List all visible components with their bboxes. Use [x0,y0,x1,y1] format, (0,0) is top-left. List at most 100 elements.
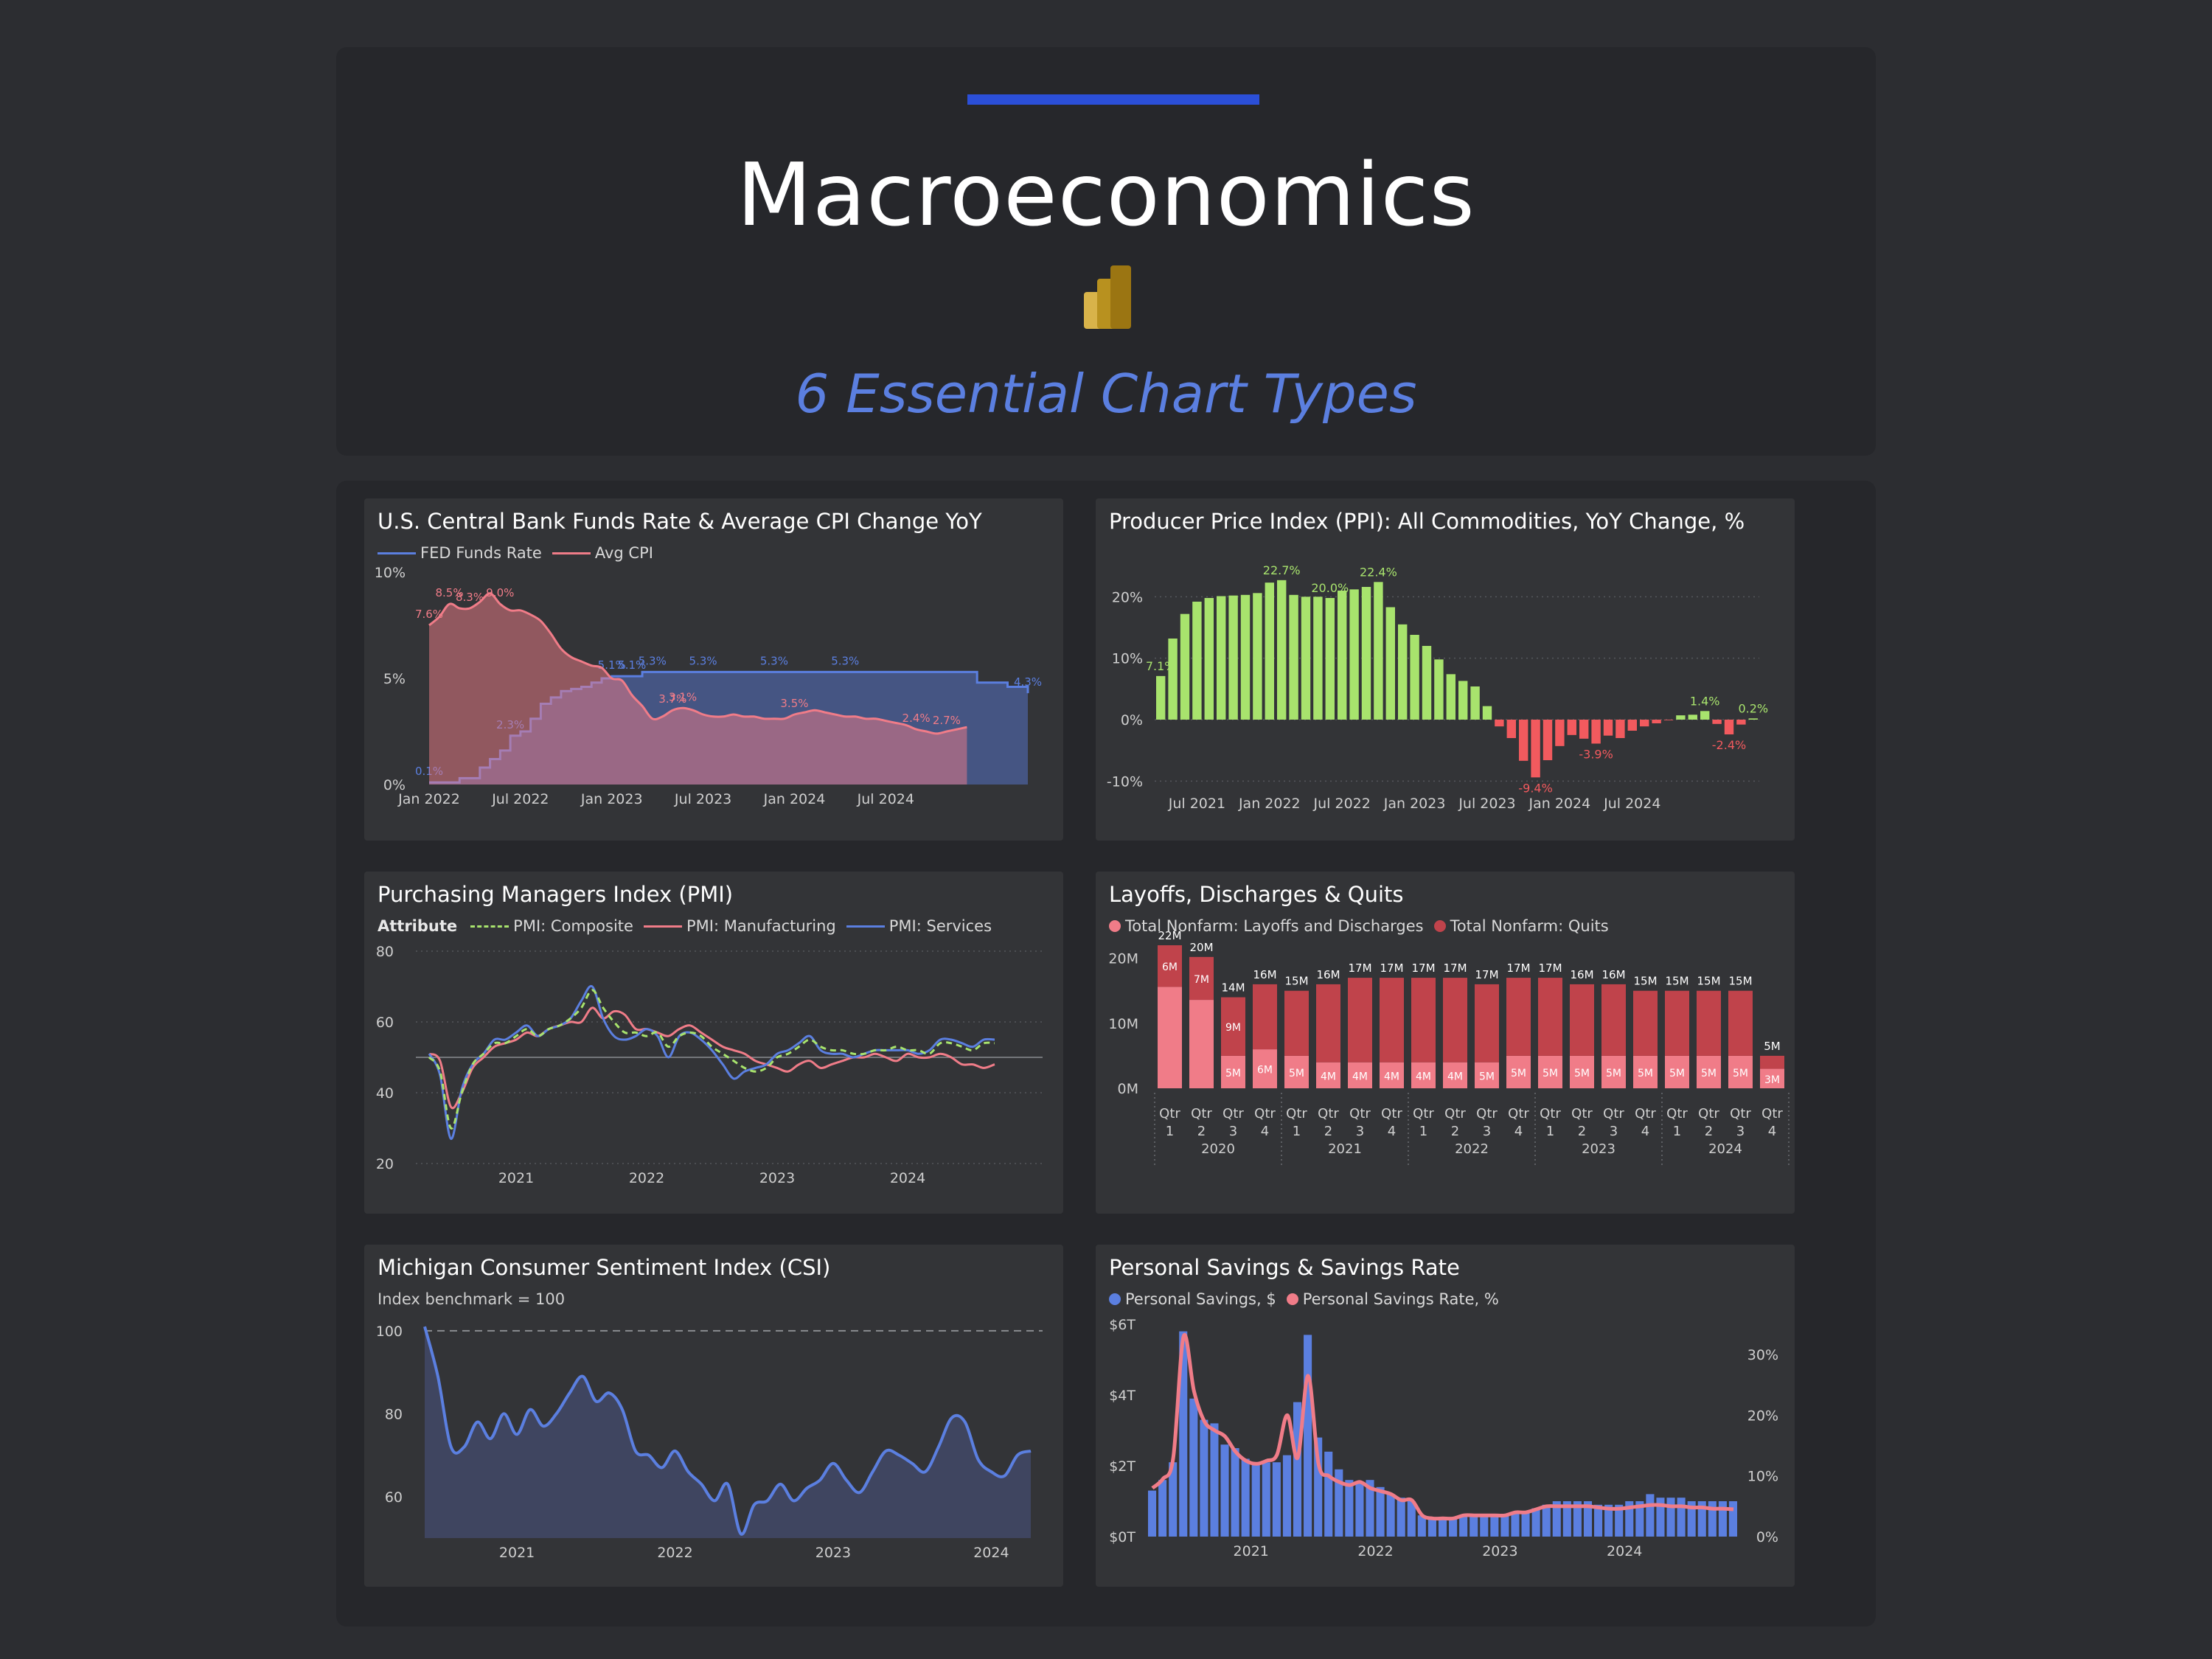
y2-tick-label: 0% [1756,1529,1778,1545]
ppi-bar [1180,613,1190,720]
legend-item-layoffs[interactable]: Total Nonfarm: Layoffs and Discharges [1109,917,1424,935]
y-tick-label: -10% [1107,773,1143,790]
x-tick-label: 2024 [1607,1543,1642,1559]
data-label: -2.4% [1712,738,1746,752]
x-tick-label: Qtr [1730,1106,1751,1121]
quits-bar [1380,978,1404,1062]
ppi-bar [1531,720,1540,778]
csi-line [423,1326,1032,1536]
data-label: 5M [1733,1068,1748,1079]
data-label: 0.2% [1738,701,1768,715]
savings-panel: Personal Savings & Savings Rate Personal… [1096,1245,1795,1587]
data-label: 6M [1257,1065,1273,1077]
layoffs-bar [1506,1055,1531,1088]
chart-subtitle: Index benchmark = 100 [378,1290,566,1308]
ppi-bar [1434,659,1444,720]
quits-bar [1728,990,1753,1056]
layoffs-bar [1380,1062,1404,1088]
legend-item-manufacturing[interactable]: PMI: Manufacturing [643,917,836,935]
ppi-chart: -10% 0% 10% 20% 7.1% 22.7% 20.0% 22.4% -9.4% -3.9… [1107,563,1768,812]
layoffs-bar [1538,1055,1562,1088]
x-tick-label: 2 [1197,1124,1206,1139]
savings-bar [1169,1462,1178,1537]
ppi-bar [1640,720,1649,727]
legend-item-savings[interactable]: Personal Savings, $ [1109,1290,1276,1308]
legend-item-cpi[interactable]: Avg CPI [552,544,653,562]
x-tick-label: 2024 [973,1545,1009,1561]
y-tick-label: 40 [376,1085,394,1102]
data-label: 5M [1289,1068,1304,1079]
y-tick-label: 60 [385,1489,403,1506]
ppi-bar [1748,718,1758,720]
layoffs-bar [1253,1049,1277,1088]
savings-bar [1189,1398,1198,1537]
y-tick-label: 0% [383,777,406,793]
x-tick-label: 2024 [890,1170,925,1186]
savings-bar [1677,1498,1686,1537]
ppi-bar [1458,681,1468,720]
y-tick-label: 5% [383,671,406,687]
ppi-bar [1676,715,1686,720]
data-label: 7.6% [415,608,443,621]
ppi-bar [1289,594,1298,720]
x-tick-label: 2023 [1482,1543,1517,1559]
savings-bar [1708,1501,1717,1537]
ppi-bar [1410,635,1419,720]
x-tick-label: Qtr [1666,1106,1688,1121]
quits-bar [1760,1055,1784,1069]
total-label: 14M [1221,981,1245,995]
ppi-panel: Producer Price Index (PPI): All Commodit… [1096,498,1795,841]
ppi-bar [1495,720,1504,727]
y2-tick-label: 20% [1747,1408,1778,1424]
y-tick-label: 10% [1112,651,1143,667]
data-label: 22.4% [1360,565,1397,579]
x-tick-label: 2023 [759,1170,795,1186]
ppi-bar [1688,714,1697,720]
x-tick-label: Jan 2023 [1383,796,1446,812]
y-tick-label: $0T [1109,1529,1135,1545]
ppi-bar [1313,597,1323,720]
layoffs-bar [1475,1062,1499,1088]
ppi-bar [1349,589,1359,720]
quits-bar [1570,984,1594,1056]
ppi-bar [1385,607,1395,720]
total-label: 15M [1728,975,1752,988]
savings-bar [1407,1501,1416,1537]
savings-bar [1604,1504,1613,1537]
x-tick-label: 2021 [499,1545,535,1561]
legend-item-composite[interactable]: PMI: Composite [470,917,633,935]
x-tick-label: Qtr [1381,1106,1402,1121]
chart-title: U.S. Central Bank Funds Rate & Average C… [378,509,982,534]
y-tick-label: 20M [1108,951,1138,967]
data-label: 6M [1162,961,1178,973]
legend-item-savings-rate[interactable]: Personal Savings Rate, % [1286,1290,1499,1308]
ppi-bar [1398,624,1408,720]
legend-item-services[interactable]: PMI: Services [846,917,992,935]
x-tick-label: Jul 2023 [674,791,731,807]
savings-bar [1210,1423,1219,1537]
quits-bar [1411,978,1436,1062]
savings-bar [1552,1501,1561,1537]
layoffs-bar [1601,1055,1626,1088]
pmi-chart: 20 40 60 80 2021 2022 2023 2024 [376,944,1043,1186]
chart-title: Personal Savings & Savings Rate [1109,1255,1460,1280]
pmi-panel: Purchasing Managers Index (PMI) Attribut… [364,872,1063,1214]
data-label: 4M [1321,1071,1336,1082]
x-tick-label: 2 [1705,1124,1713,1139]
legend-item-quits[interactable]: Total Nonfarm: Quits [1433,917,1609,935]
savings-bar [1521,1512,1530,1537]
savings-bar [1241,1458,1250,1537]
savings-bar [1366,1480,1374,1537]
y-tick-label: 10% [375,565,406,581]
legend-item-fed[interactable]: FED Funds Rate [378,544,542,562]
quits-bar [1665,990,1689,1056]
services-line [428,984,995,1140]
x-tick-label: 4 [1768,1124,1776,1139]
ppi-bar [1156,675,1166,720]
savings-bar [1304,1335,1312,1537]
savings-bar [1470,1515,1478,1537]
data-label: 5M [1479,1071,1495,1082]
x-tick-label: Jul 2024 [857,791,914,807]
savings-bar [1500,1515,1509,1537]
quits-bar [1284,990,1309,1056]
